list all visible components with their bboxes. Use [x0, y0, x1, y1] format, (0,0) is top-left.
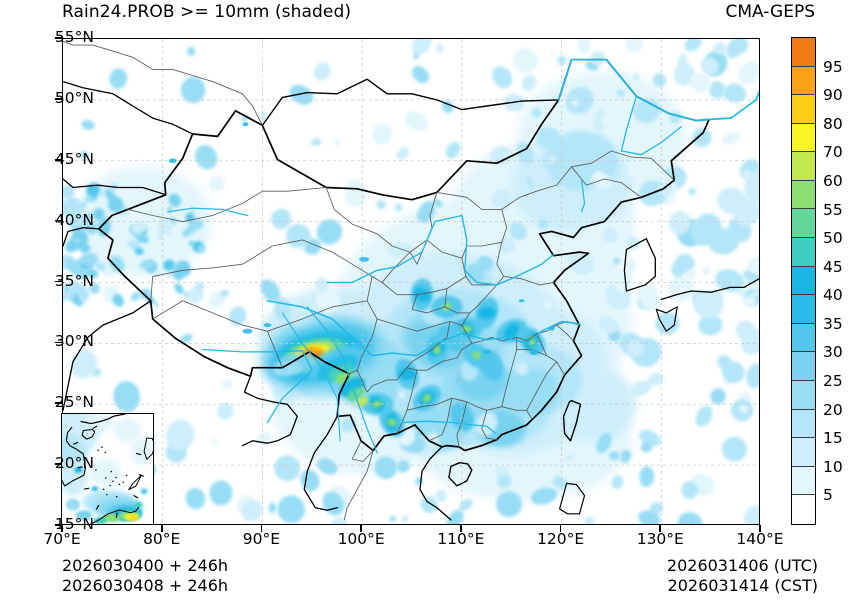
colorbar-tick-label: 15 — [823, 429, 843, 448]
colorbar-tick-label: 95 — [823, 57, 843, 76]
colorbar-segment[interactable] — [792, 180, 815, 210]
lon-tick-label: 100°E — [337, 530, 385, 548]
colorbar-segment[interactable] — [792, 123, 815, 153]
map-plot-area — [62, 38, 760, 525]
lat-tick-mark — [55, 158, 62, 161]
colorbar-tick-label: 45 — [823, 257, 843, 276]
lat-tick-mark — [55, 524, 62, 526]
south-china-sea-inset — [61, 413, 154, 525]
colorbar-segment[interactable] — [792, 266, 815, 296]
inset-shading — [62, 414, 153, 524]
colorbar-tick-label: 90 — [823, 86, 843, 105]
lon-tick-mark — [659, 525, 662, 532]
colorbar-tick-label: 40 — [823, 286, 843, 305]
colorbar-segment[interactable] — [792, 380, 815, 410]
lon-tick-mark — [559, 525, 562, 532]
precipitation-map — [63, 39, 759, 524]
colorbar[interactable] — [791, 37, 816, 525]
lat-tick-label: 25°N — [54, 393, 94, 412]
lat-tick-label: 45°N — [54, 149, 94, 168]
colorbar-tick-label: 70 — [823, 143, 843, 162]
inset-map — [62, 414, 153, 524]
colorbar-tick-label: 80 — [823, 114, 843, 133]
lat-tick-mark — [55, 341, 62, 344]
colorbar-segment[interactable] — [792, 295, 815, 324]
lat-tick-label: 40°N — [54, 210, 94, 229]
lon-tick-label: 90°E — [242, 530, 281, 548]
colorbar-segment[interactable] — [792, 95, 815, 124]
lat-tick-label: 15°N — [54, 515, 94, 533]
shaded-probability-field — [63, 39, 759, 524]
colorbar-tick-label: 25 — [823, 372, 843, 391]
inset-outlines — [62, 414, 153, 524]
lon-tick-label: 130°E — [636, 530, 684, 548]
lon-tick-mark — [260, 525, 263, 532]
lon-tick-label: 110°E — [437, 530, 485, 548]
lon-tick-label: 80°E — [143, 530, 181, 548]
footer-left-line1: 2026030400 + 246h — [62, 556, 229, 575]
colorbar-segment[interactable] — [792, 238, 815, 267]
colorbar-tick-label: 5 — [823, 486, 833, 505]
colorbar-segment[interactable] — [792, 352, 815, 381]
colorbar-tick-label: 10 — [823, 457, 843, 476]
geography-outlines — [63, 40, 759, 521]
colorbar-segment[interactable] — [792, 66, 815, 96]
map-gridlines — [63, 39, 759, 524]
lat-tick-label: 50°N — [54, 88, 94, 107]
page-title: Rain24.PROB >= 10mm (shaded) — [62, 2, 352, 22]
footer-left-line2: 2026030408 + 246h — [62, 576, 229, 595]
colorbar-segment[interactable] — [792, 495, 815, 524]
lon-tick-mark — [360, 525, 362, 532]
lat-tick-mark — [55, 463, 62, 465]
lat-tick-mark — [55, 219, 62, 222]
colorbar-segment[interactable] — [792, 323, 815, 353]
lon-tick-label: 70°E — [43, 530, 81, 548]
colorbar-tick-label: 50 — [823, 229, 843, 248]
lat-tick-mark — [55, 37, 62, 39]
colorbar-segment[interactable] — [792, 38, 815, 67]
footer-right-line2: 2026031414 (CST) — [667, 576, 818, 595]
colorbar-segment[interactable] — [792, 466, 815, 496]
colorbar-tick-label: 20 — [823, 400, 843, 419]
colorbar-segment[interactable] — [792, 209, 815, 239]
colorbar-segment[interactable] — [792, 152, 815, 181]
lon-tick-mark — [160, 525, 163, 532]
colorbar-segment[interactable] — [792, 409, 815, 439]
lat-tick-mark — [55, 402, 62, 405]
lon-tick-mark — [61, 525, 63, 532]
lon-tick-mark — [759, 525, 761, 532]
lon-tick-mark — [460, 525, 462, 532]
lat-tick-mark — [55, 280, 62, 283]
lat-tick-label: 20°N — [54, 454, 94, 473]
lat-tick-label: 35°N — [54, 271, 94, 290]
lat-tick-label: 30°N — [54, 332, 94, 351]
colorbar-tick-label: 30 — [823, 343, 843, 362]
lon-tick-label: 120°E — [536, 530, 585, 548]
lat-tick-label: 55°N — [54, 28, 94, 46]
footer-right-line1: 2026031406 (UTC) — [666, 556, 818, 575]
model-label: CMA-GEPS — [725, 2, 815, 22]
colorbar-segment[interactable] — [792, 438, 815, 467]
lat-tick-mark — [55, 98, 62, 100]
colorbar-tick-label: 55 — [823, 200, 843, 219]
colorbar-tick-label: 60 — [823, 171, 843, 190]
colorbar-tick-label: 35 — [823, 314, 843, 333]
lon-tick-label: 140°E — [736, 530, 784, 548]
